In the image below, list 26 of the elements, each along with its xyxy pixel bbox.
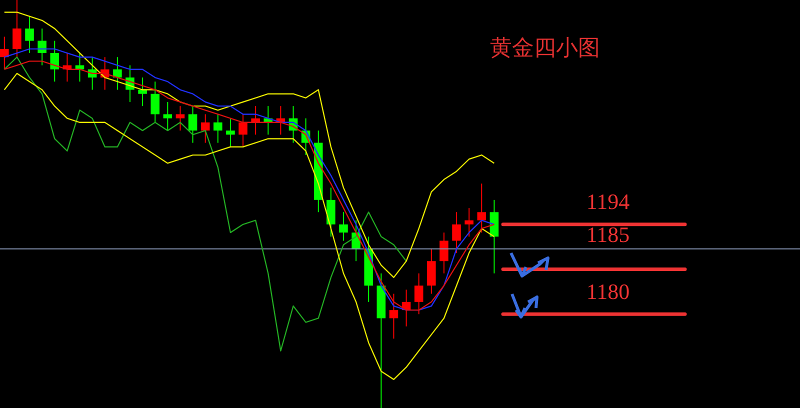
candlestick	[50, 40, 60, 82]
candlestick	[38, 28, 46, 66]
candlestick	[339, 212, 348, 242]
candlestick	[238, 114, 248, 148]
candlestick	[163, 102, 172, 132]
candlestick	[188, 106, 198, 144]
candlestick	[0, 36, 9, 70]
candlestick	[214, 114, 222, 144]
candlestick	[389, 293, 398, 340]
annotation: 1194	[586, 189, 630, 214]
candlestick	[138, 77, 147, 107]
candlestick	[414, 272, 424, 315]
annotation: 1185	[586, 222, 630, 247]
candlestick	[200, 114, 210, 144]
candlestick	[464, 208, 474, 238]
candlestick	[440, 232, 448, 274]
annotation: 1180	[586, 279, 630, 304]
candlestick	[113, 56, 122, 90]
candlestick	[12, 0, 22, 58]
candlestick	[176, 106, 185, 132]
text: 黄金四小图	[490, 36, 600, 61]
candlestick	[25, 16, 34, 54]
candlestick	[226, 118, 235, 148]
candlestick	[477, 183, 486, 234]
candlestick	[452, 212, 461, 254]
candlestick	[150, 81, 160, 123]
